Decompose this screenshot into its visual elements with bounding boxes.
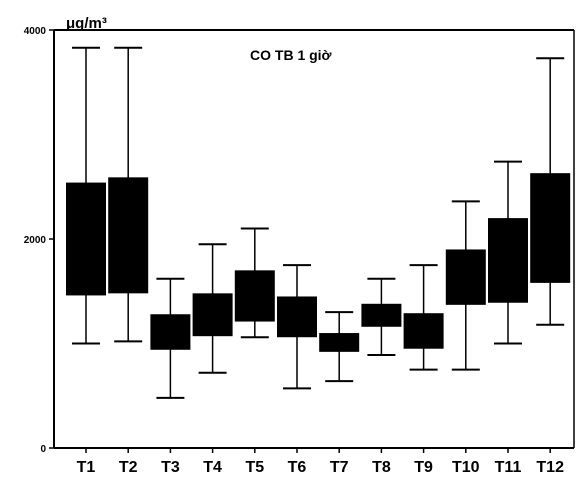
box-T8	[361, 277, 402, 356]
iqr-box	[445, 249, 486, 305]
iqr-box	[66, 182, 106, 296]
x-tick-label: T11	[495, 459, 522, 476]
y-tick-label: 0	[40, 444, 46, 455]
box-T3	[150, 277, 191, 399]
boxes-group	[66, 46, 571, 399]
x-tick-label: T1	[77, 459, 96, 476]
box-T1	[66, 46, 106, 345]
y-tick-label: 4000	[24, 26, 47, 37]
y-tick-label: 2000	[24, 235, 47, 246]
box-T6	[277, 264, 317, 390]
iqr-box	[361, 303, 402, 327]
iqr-box	[403, 313, 444, 349]
iqr-box	[150, 314, 191, 350]
box-T12	[530, 57, 571, 326]
y-ticks: 0 2000 4000	[24, 26, 54, 455]
iqr-box	[319, 333, 360, 352]
x-tick-label: T8	[372, 459, 391, 476]
box-T11	[488, 160, 528, 345]
x-tick-label: T2	[119, 459, 138, 476]
iqr-box	[108, 177, 149, 294]
x-tick-label: T12	[536, 459, 564, 476]
x-tick-label: T6	[288, 459, 307, 476]
x-tick-label: T4	[203, 459, 222, 476]
box-T2	[108, 46, 149, 343]
iqr-box	[234, 270, 275, 322]
iqr-box	[192, 293, 233, 337]
box-T4	[192, 243, 233, 374]
x-tick-label: T3	[161, 459, 180, 476]
iqr-box	[488, 218, 528, 303]
iqr-box	[530, 173, 571, 283]
x-tick-label: T5	[245, 459, 264, 476]
box-T7	[319, 311, 360, 383]
x-tick-label: T7	[330, 459, 349, 476]
iqr-box	[277, 296, 317, 338]
x-tick-label: T10	[452, 459, 480, 476]
x-labels: T1 T2 T3 T4 T5 T6 T7 T8 T9 T10 T11 T12	[77, 448, 564, 476]
chart-title: CO TB 1 giờ	[250, 47, 332, 63]
x-tick-label: T9	[414, 459, 433, 476]
unit-label: μg/m³	[66, 15, 107, 32]
box-T5	[234, 227, 275, 339]
box-T10	[445, 200, 486, 371]
box-T9	[403, 264, 444, 371]
